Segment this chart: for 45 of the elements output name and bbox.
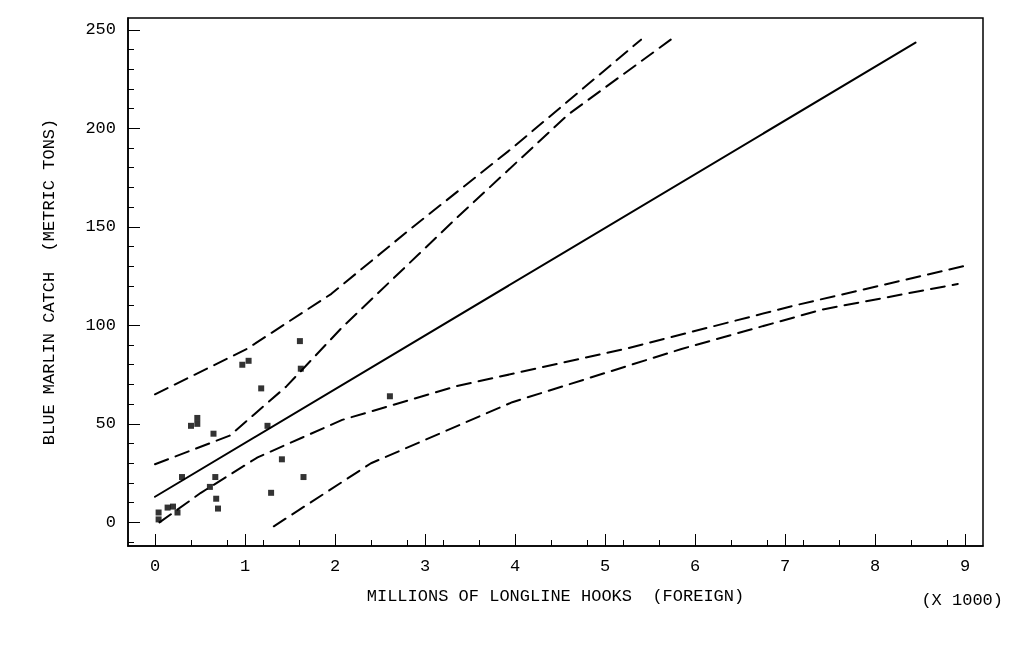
point [206,483,213,490]
x-tick-label: 5 [599,557,611,576]
text: (X 1000) [921,591,1004,610]
x-axis-title: MILLIONS OF LONGLINE HOOKS (FOREIGN) [366,587,745,606]
point [213,495,220,502]
y-tick-label: 250 [85,20,116,40]
line-series [272,282,959,528]
point [215,505,221,512]
y-tick-label: 50 [95,414,116,434]
point [268,489,275,496]
point [258,385,265,392]
point [300,474,307,481]
point [174,509,181,516]
point [179,474,185,481]
point [245,357,252,364]
line-series [154,38,642,396]
point [155,516,162,523]
point [155,509,162,516]
point [297,365,304,372]
x-tick-label: 6 [689,557,701,576]
x-tick-label: 8 [869,557,881,576]
y-tick-label: 100 [85,315,116,335]
y-tick-label: 200 [85,118,116,138]
x-tick-label: 9 [959,557,971,576]
x-tick-label: 0 [149,557,161,576]
point [188,422,194,429]
point [278,456,285,463]
y-tick-label: 0 [105,512,116,532]
point [239,361,246,368]
point [296,338,303,345]
y-axis-title: BLUE MARLIN CATCH (METRIC TONS) [40,118,59,446]
x-tick-label: 4 [509,557,521,576]
point [212,474,219,481]
line-series [154,38,672,466]
point [264,422,271,429]
point [386,393,393,400]
point [210,430,217,437]
y-tick-label: 150 [85,217,116,237]
point [194,420,201,427]
x-tick-label: 2 [329,557,341,576]
point [170,503,176,510]
x-tick-label: 3 [419,557,431,576]
point [194,414,201,421]
x-tick-label: 1 [239,557,251,576]
x-tick-label: 7 [779,557,791,576]
